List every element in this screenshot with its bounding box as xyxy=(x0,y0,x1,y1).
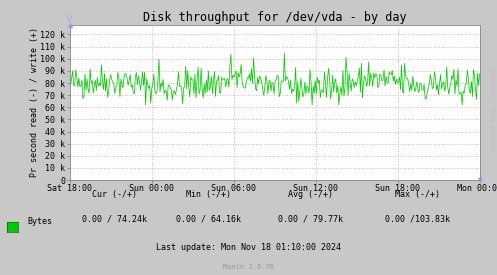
Text: RRDTOOL / TOBI OETIKER: RRDTOOL / TOBI OETIKER xyxy=(490,69,495,151)
Text: Munin 2.0.76: Munin 2.0.76 xyxy=(223,264,274,270)
Text: Avg (-/+): Avg (-/+) xyxy=(288,190,333,199)
Text: Max (-/+): Max (-/+) xyxy=(395,190,440,199)
Y-axis label: Pr second read (-) / write (+): Pr second read (-) / write (+) xyxy=(30,28,39,177)
Text: 0.00 / 79.77k: 0.00 / 79.77k xyxy=(278,214,343,223)
Text: 0.00 / 64.16k: 0.00 / 64.16k xyxy=(176,214,241,223)
Text: Last update: Mon Nov 18 01:10:00 2024: Last update: Mon Nov 18 01:10:00 2024 xyxy=(156,243,341,252)
Text: 0.00 / 74.24k: 0.00 / 74.24k xyxy=(82,214,147,223)
Text: 0.00 /103.83k: 0.00 /103.83k xyxy=(385,214,450,223)
Text: Cur (-/+): Cur (-/+) xyxy=(92,190,137,199)
Text: Bytes: Bytes xyxy=(27,217,52,226)
Text: Min (-/+): Min (-/+) xyxy=(186,190,231,199)
Title: Disk throughput for /dev/vda - by day: Disk throughput for /dev/vda - by day xyxy=(143,10,407,24)
